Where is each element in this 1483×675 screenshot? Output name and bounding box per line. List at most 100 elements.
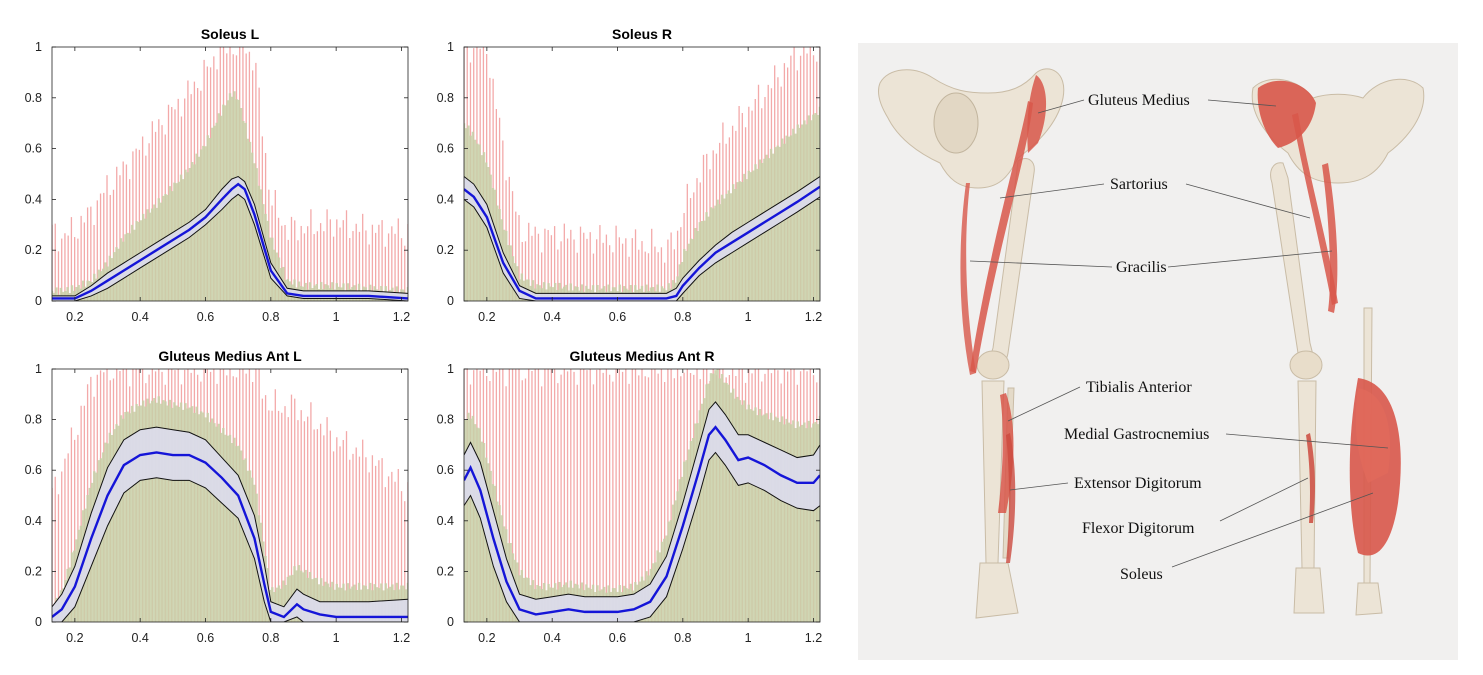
mean-line <box>464 185 820 300</box>
label-tibialis-anterior: Tibialis Anterior <box>1086 379 1192 396</box>
gracilis-front <box>960 183 976 375</box>
gluteus-medius-back <box>1257 80 1316 148</box>
sartorius-front <box>970 101 1033 373</box>
y-tick-label: 0.2 <box>437 243 454 257</box>
x-tick-label: 0.2 <box>478 631 495 645</box>
y-tick-label: 0.8 <box>25 91 42 105</box>
x-tick-label: 0.4 <box>543 310 560 324</box>
x-tick-label: 1 <box>745 310 752 324</box>
y-tick-label: 1 <box>447 362 454 376</box>
plot-area <box>52 369 408 622</box>
label-sartorius: Sartorius <box>1110 176 1168 193</box>
x-tick-label: 0.6 <box>609 631 626 645</box>
chart-panel-2: 0 0.2 0.4 0.6 0.8 1 0.2 0.4 0.6 0.8 1 1.2 Soleus R <box>437 26 823 324</box>
upper-sd-line <box>464 401 820 600</box>
y-tick-label: 0.6 <box>25 463 42 477</box>
foot-front <box>975 562 1019 619</box>
axes-box <box>463 46 821 302</box>
chart-panel-1: 0 0.2 0.4 0.6 0.8 1 0.2 0.4 0.6 0.8 1 1.2 Soleus L <box>25 26 411 324</box>
medial-gastrocnemius-back <box>1355 388 1391 483</box>
back-view-skeleton <box>1251 78 1425 616</box>
chart-title: Gluteus Medius Ant R <box>570 348 715 364</box>
x-tick-label: 1 <box>333 310 340 324</box>
label-medial-gastrocnemius: Medial Gastrocnemius <box>1064 426 1209 443</box>
upper-sd-line <box>52 175 408 297</box>
x-tick-label: 0.2 <box>66 310 83 324</box>
axes-box <box>51 46 409 302</box>
isolated-foot <box>1355 582 1383 616</box>
plot-area <box>464 47 820 301</box>
label-gracilis: Gracilis <box>1116 259 1167 276</box>
label-extensor-digitorum: Extensor Digitorum <box>1074 475 1202 492</box>
sd-band <box>464 401 820 622</box>
knee-back <box>1289 350 1323 380</box>
flexor-digitorum-back <box>1306 433 1315 523</box>
x-tick-label: 0.8 <box>674 631 691 645</box>
y-tick-label: 0 <box>35 615 42 629</box>
y-tick-label: 0.4 <box>437 514 454 528</box>
plot-area <box>464 369 820 622</box>
x-tick-label: 0.6 <box>197 631 214 645</box>
x-tick-label: 1.2 <box>393 631 410 645</box>
x-tick-label: 0.8 <box>262 631 279 645</box>
upper-sd-line <box>52 426 408 608</box>
y-tick-label: 0 <box>447 615 454 629</box>
y-tick-label: 0.2 <box>25 243 42 257</box>
x-tick-label: 1 <box>745 631 752 645</box>
extensor-digitorum-front <box>1006 433 1016 563</box>
x-tick-label: 1.2 <box>805 310 822 324</box>
y-tick-label: 0.8 <box>25 413 42 427</box>
x-tick-label: 1.2 <box>393 310 410 324</box>
chart-title: Soleus R <box>612 26 672 42</box>
x-tick-label: 0.4 <box>543 631 560 645</box>
y-tick-label: 0.6 <box>25 142 42 156</box>
gluteus-medius-front <box>1027 75 1047 153</box>
label-gluteus-medius: Gluteus Medius <box>1088 92 1190 109</box>
chart-title: Gluteus Medius Ant L <box>158 348 302 364</box>
anatomy-illustration: Gluteus Medius Sartorius Gracilis Tibial… <box>858 43 1458 660</box>
tibia-front <box>981 380 1005 564</box>
leader-lines <box>969 99 1389 568</box>
y-tick-label: 0.8 <box>437 91 454 105</box>
plot-area <box>52 47 408 301</box>
y-tick-label: 1 <box>35 362 42 376</box>
front-view-skeleton <box>877 68 1065 619</box>
y-tick-label: 0.8 <box>437 413 454 427</box>
lower-sd-line <box>464 451 820 622</box>
sd-band <box>464 176 820 301</box>
mean-line <box>464 425 820 616</box>
label-soleus: Soleus <box>1120 566 1163 583</box>
axes-box <box>51 368 409 623</box>
lower-sd-line <box>464 196 820 301</box>
sd-band <box>52 427 408 622</box>
chart-panel-3: 0 0.2 0.4 0.6 0.8 1 0.2 0.4 0.6 0.8 1 1.2 Gluteus Me… <box>25 348 411 645</box>
knee-front <box>976 350 1010 380</box>
lower-sd-line <box>52 193 408 301</box>
femur-back <box>1270 162 1315 364</box>
foot-back <box>1293 567 1325 614</box>
y-tick-label: 0 <box>35 294 42 308</box>
y-tick-label: 1 <box>447 40 454 54</box>
x-tick-label: 0.4 <box>131 310 148 324</box>
x-tick-label: 1 <box>333 631 340 645</box>
y-tick-label: 0.6 <box>437 463 454 477</box>
mean-line <box>52 451 408 619</box>
lower-sd-line <box>52 477 408 622</box>
y-tick-label: 0 <box>447 294 454 308</box>
x-tick-label: 0.2 <box>478 310 495 324</box>
y-tick-label: 0.4 <box>25 514 42 528</box>
x-tick-label: 0.8 <box>674 310 691 324</box>
upper-sd-line <box>464 176 820 294</box>
y-tick-label: 1 <box>35 40 42 54</box>
x-tick-label: 0.8 <box>262 310 279 324</box>
x-tick-label: 0.6 <box>609 310 626 324</box>
y-tick-label: 0.4 <box>25 192 42 206</box>
label-flexor-digitorum: Flexor Digitorum <box>1082 520 1195 537</box>
y-tick-label: 0.2 <box>25 564 42 578</box>
mean-line <box>52 182 408 300</box>
sacrum-front <box>933 92 979 154</box>
x-tick-label: 0.6 <box>197 310 214 324</box>
sartorius-back <box>1292 113 1338 305</box>
axes-box <box>463 368 821 623</box>
